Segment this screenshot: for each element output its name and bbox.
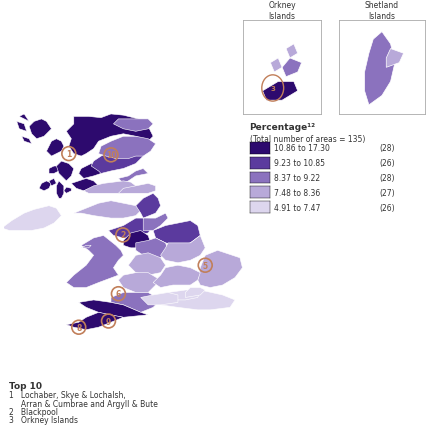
Text: 10.86 to 17.30: 10.86 to 17.30 [274,144,330,153]
Title: Shetland
Islands: Shetland Islands [365,1,399,20]
Polygon shape [56,161,74,181]
Polygon shape [123,231,151,248]
Polygon shape [365,32,395,106]
Polygon shape [49,179,56,187]
Polygon shape [136,239,168,261]
Polygon shape [141,293,178,305]
Polygon shape [108,219,153,239]
Polygon shape [111,293,161,313]
Text: 5: 5 [203,261,208,270]
Text: (27): (27) [380,188,395,198]
Title: Orkney
Islands: Orkney Islands [268,1,296,20]
Text: 2: 2 [120,231,125,240]
Text: Top 10: Top 10 [9,381,42,390]
Polygon shape [263,82,298,101]
Polygon shape [153,291,200,300]
Polygon shape [49,167,64,174]
Polygon shape [74,201,141,219]
Polygon shape [185,288,205,298]
Polygon shape [153,221,200,246]
Polygon shape [2,206,61,231]
Text: 3   Orkney Islands: 3 Orkney Islands [9,415,78,424]
Polygon shape [22,137,32,144]
Text: (26): (26) [380,203,395,213]
Polygon shape [66,313,123,330]
Polygon shape [79,164,106,179]
Text: 8.37 to 9.22: 8.37 to 9.22 [274,173,320,183]
Text: 1: 1 [66,150,72,159]
Polygon shape [113,120,153,132]
Polygon shape [153,265,200,288]
Polygon shape [46,139,64,157]
Text: Arran & Cumbrae and Argyll & Bute: Arran & Cumbrae and Argyll & Bute [9,399,158,408]
Text: (28): (28) [380,144,395,153]
Polygon shape [19,115,29,122]
Polygon shape [282,59,302,78]
Polygon shape [64,187,71,194]
Text: 4.91 to 7.47: 4.91 to 7.47 [274,203,320,213]
Polygon shape [91,149,143,174]
Polygon shape [66,236,123,288]
Polygon shape [29,120,52,139]
Polygon shape [198,251,243,288]
Text: 10: 10 [106,151,116,160]
Polygon shape [161,291,235,310]
Text: 2   Blackpool: 2 Blackpool [9,407,58,416]
Polygon shape [81,246,91,248]
Polygon shape [71,179,99,191]
Text: 6: 6 [116,290,121,299]
Polygon shape [99,137,156,159]
Polygon shape [66,115,153,157]
Polygon shape [17,122,26,132]
Polygon shape [118,273,161,293]
Polygon shape [84,181,136,194]
Polygon shape [39,181,52,191]
Text: (Total number of areas = 135): (Total number of areas = 135) [250,135,365,144]
Polygon shape [128,253,165,276]
Text: 7.48 to 8.36: 7.48 to 8.36 [274,188,320,198]
Polygon shape [270,59,282,73]
Polygon shape [118,184,156,194]
Polygon shape [161,236,205,263]
Polygon shape [79,300,148,317]
Text: (26): (26) [380,158,395,168]
Text: Percentage¹²: Percentage¹² [250,123,316,132]
Polygon shape [386,49,404,68]
Polygon shape [118,169,148,184]
Polygon shape [136,194,161,219]
Text: 1   Lochaber, Skye & Lochalsh,: 1 Lochaber, Skye & Lochalsh, [9,391,125,400]
Text: 9.23 to 10.85: 9.23 to 10.85 [274,158,325,168]
Text: 9: 9 [106,317,111,326]
Text: 8: 8 [76,323,82,332]
Polygon shape [143,213,168,231]
Polygon shape [56,181,64,199]
Text: 3: 3 [270,86,275,92]
Polygon shape [286,45,298,59]
Text: (28): (28) [380,173,395,183]
